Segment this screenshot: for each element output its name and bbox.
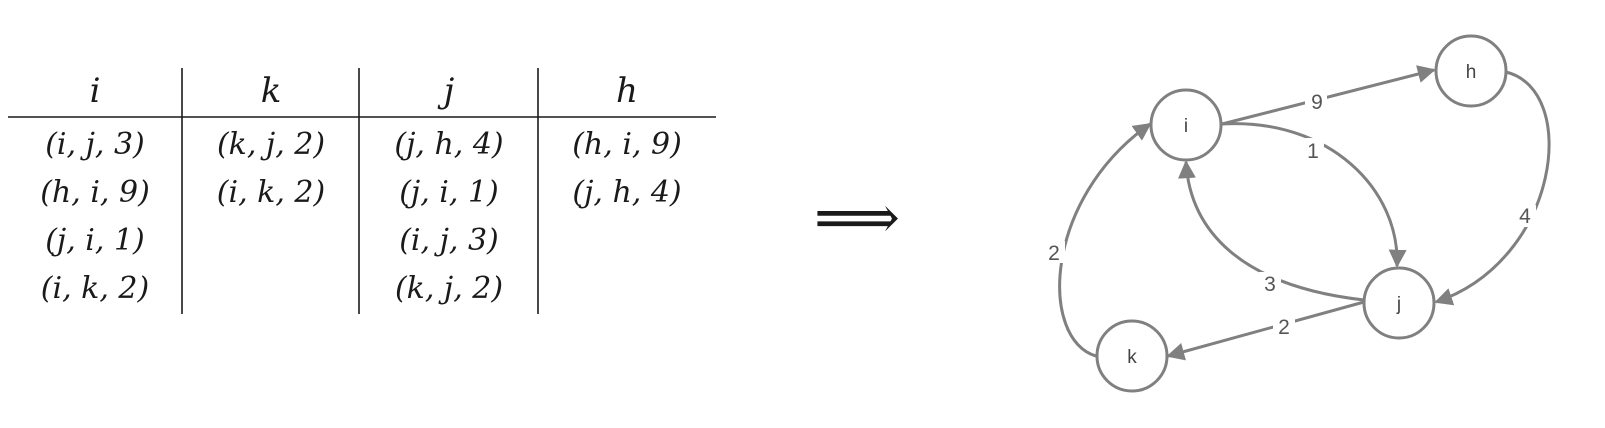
graph-node-j: j — [1362, 266, 1436, 340]
graph-node-i: i — [1149, 88, 1223, 162]
table-header-j: j — [437, 71, 455, 111]
table-cell: (j, i, 1) — [399, 175, 499, 210]
table-cell: (i, k, 2) — [217, 175, 325, 210]
graph-edge-i-j — [1221, 122, 1407, 268]
table-header-i: i — [90, 71, 101, 111]
node-label-h: h — [1466, 62, 1477, 83]
table-cell: (i, j, 3) — [45, 127, 145, 162]
edge-weight-j-k: 2 — [1278, 316, 1290, 339]
edge-weight-h-j: 4 — [1519, 205, 1531, 228]
edge-weight-k-i: 2 — [1048, 242, 1060, 265]
graph-edge-j-k — [1166, 300, 1365, 361]
table-cell: (h, i, 9) — [40, 175, 150, 210]
graph-edge-i-h — [1221, 65, 1436, 126]
graph-edge-j-i — [1177, 160, 1365, 302]
table-header-h: h — [616, 71, 638, 111]
graph-edge-h-j — [1434, 70, 1551, 306]
adjacency-table: i k j h (i, j, 3) (h, i, 9) (j, i, 1) (i… — [8, 68, 716, 314]
edge-weight-i-h: 9 — [1311, 91, 1323, 114]
table-cell: (h, i, 9) — [572, 127, 682, 162]
table-cell: (i, k, 2) — [41, 271, 149, 306]
graph-node-k: k — [1095, 319, 1169, 393]
table-cell: (j, h, 4) — [572, 175, 681, 210]
table-header-k: k — [261, 71, 282, 111]
table-cell: (k, j, 2) — [217, 127, 325, 162]
node-label-k: k — [1127, 347, 1137, 368]
table-cell: (j, h, 4) — [394, 127, 503, 162]
edge-weight-i-j: 1 — [1307, 140, 1319, 163]
table-cell: (j, i, 1) — [45, 223, 145, 258]
graph-edge-weights: 9 1 4 3 2 2 — [1043, 89, 1536, 339]
implies-arrow-icon: ⟹ — [814, 183, 900, 253]
graph: 9 1 4 3 2 2 i h j k — [1043, 34, 1551, 393]
edge-weight-j-i: 3 — [1264, 273, 1276, 296]
graph-node-h: h — [1434, 34, 1508, 108]
table-cell: (i, j, 3) — [399, 223, 499, 258]
table-cell: (k, j, 2) — [395, 271, 503, 306]
node-label-i: i — [1184, 116, 1188, 137]
node-label-j: j — [1396, 294, 1401, 315]
